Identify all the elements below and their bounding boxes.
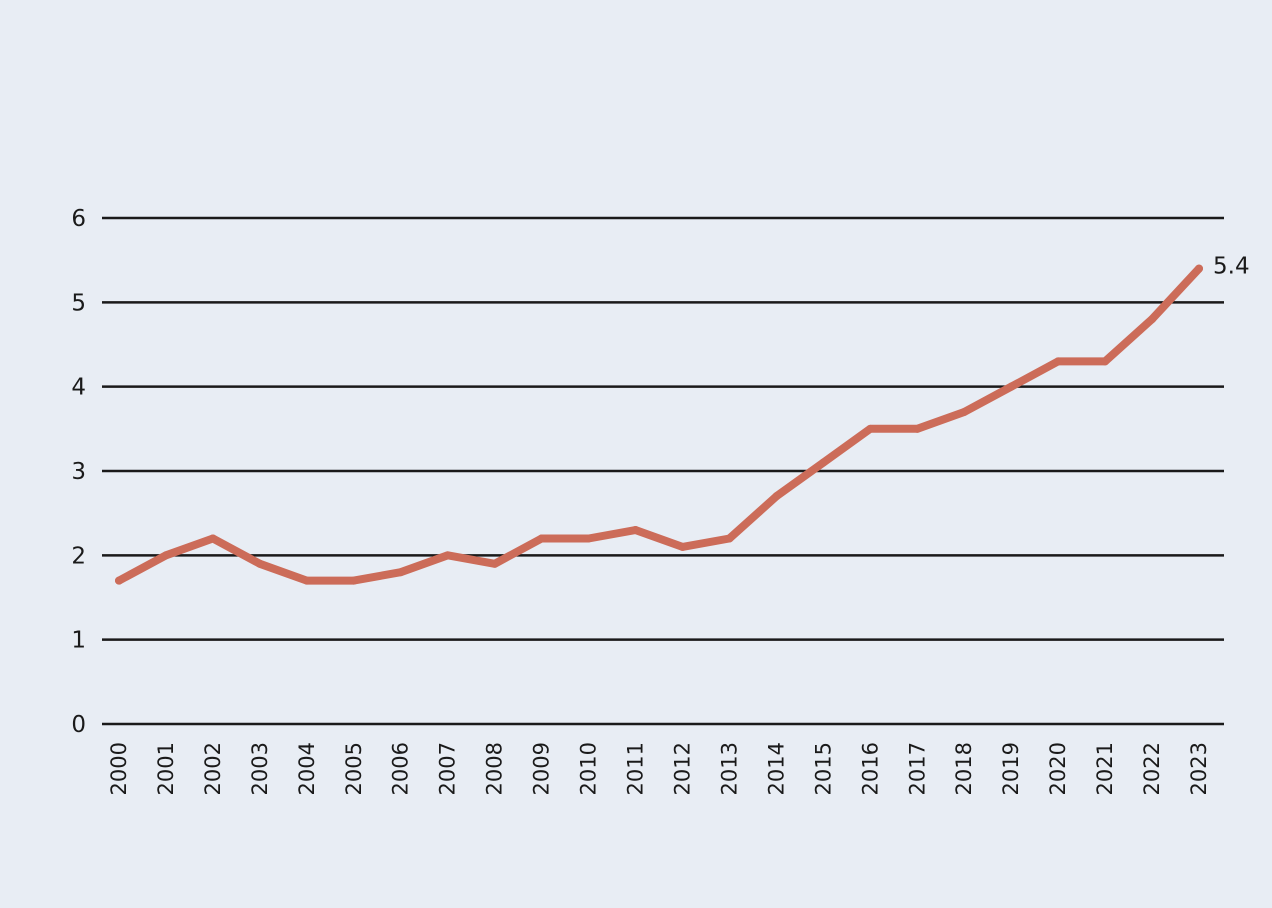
data-point bbox=[819, 458, 828, 467]
x-tick-label: 2019 bbox=[999, 742, 1023, 795]
x-tick-label: 2008 bbox=[483, 742, 507, 795]
x-tick-label: 2006 bbox=[389, 742, 413, 795]
x-tick-label: 2022 bbox=[1140, 742, 1164, 795]
y-tick-label: 4 bbox=[71, 375, 86, 401]
series-layer bbox=[115, 264, 1203, 585]
data-point bbox=[866, 424, 875, 433]
gridlines bbox=[102, 216, 1224, 726]
x-tick-label: 2010 bbox=[577, 742, 601, 795]
x-tick-label: 2000 bbox=[107, 742, 131, 795]
x-tick-label: 2012 bbox=[670, 742, 694, 795]
data-point bbox=[349, 576, 358, 585]
x-tick-label: 2013 bbox=[717, 742, 741, 795]
x-tick-label: 2005 bbox=[342, 742, 366, 795]
data-point bbox=[443, 551, 452, 560]
x-tick-label: 2002 bbox=[201, 742, 225, 795]
data-point bbox=[490, 559, 499, 568]
data-point bbox=[1007, 382, 1016, 391]
end-value-label: 5.4 bbox=[1213, 254, 1250, 280]
x-tick-label: 2009 bbox=[530, 742, 554, 795]
x-tick-label: 2023 bbox=[1187, 742, 1211, 795]
y-tick-label: 0 bbox=[71, 712, 86, 738]
x-tick-label: 2007 bbox=[436, 742, 460, 795]
data-point bbox=[584, 534, 593, 543]
x-tick-label: 2001 bbox=[154, 742, 178, 795]
x-tick-label: 2021 bbox=[1093, 742, 1117, 795]
data-point bbox=[537, 534, 546, 543]
x-tick-label: 2018 bbox=[952, 742, 976, 795]
x-tick-label: 2004 bbox=[295, 742, 319, 795]
data-point bbox=[1148, 315, 1157, 324]
x-tick-label: 2017 bbox=[905, 742, 929, 795]
data-point bbox=[396, 568, 405, 577]
x-tick-label: 2016 bbox=[858, 742, 882, 795]
data-point bbox=[913, 424, 922, 433]
x-axis-ticks: 2000 2001 2002 2003 2004 2005 2006 2007 2008 2009… bbox=[107, 742, 1211, 795]
data-point bbox=[208, 534, 217, 543]
data-point bbox=[631, 526, 640, 535]
y-axis-ticks: 0 1 2 3 4 5 6 bbox=[71, 206, 86, 738]
y-tick-label: 5 bbox=[71, 290, 86, 316]
data-point bbox=[678, 542, 687, 551]
data-point bbox=[960, 407, 969, 416]
y-tick-label: 2 bbox=[71, 543, 86, 569]
y-tick-label: 1 bbox=[71, 628, 86, 654]
data-point bbox=[255, 559, 264, 568]
x-tick-label: 2003 bbox=[248, 742, 272, 795]
data-point bbox=[1054, 357, 1063, 366]
data-point bbox=[1195, 264, 1203, 273]
data-point bbox=[302, 576, 311, 585]
data-point bbox=[772, 492, 781, 501]
y-tick-label: 3 bbox=[71, 459, 86, 485]
x-tick-label: 2015 bbox=[811, 742, 835, 795]
data-point bbox=[725, 534, 734, 543]
data-point bbox=[1101, 357, 1110, 366]
series-line bbox=[115, 264, 1203, 585]
x-tick-label: 2014 bbox=[764, 742, 788, 795]
y-tick-label: 6 bbox=[71, 206, 86, 232]
x-tick-label: 2011 bbox=[624, 742, 648, 795]
data-point bbox=[115, 576, 123, 585]
x-tick-label: 2020 bbox=[1046, 742, 1070, 795]
data-point bbox=[161, 551, 170, 560]
